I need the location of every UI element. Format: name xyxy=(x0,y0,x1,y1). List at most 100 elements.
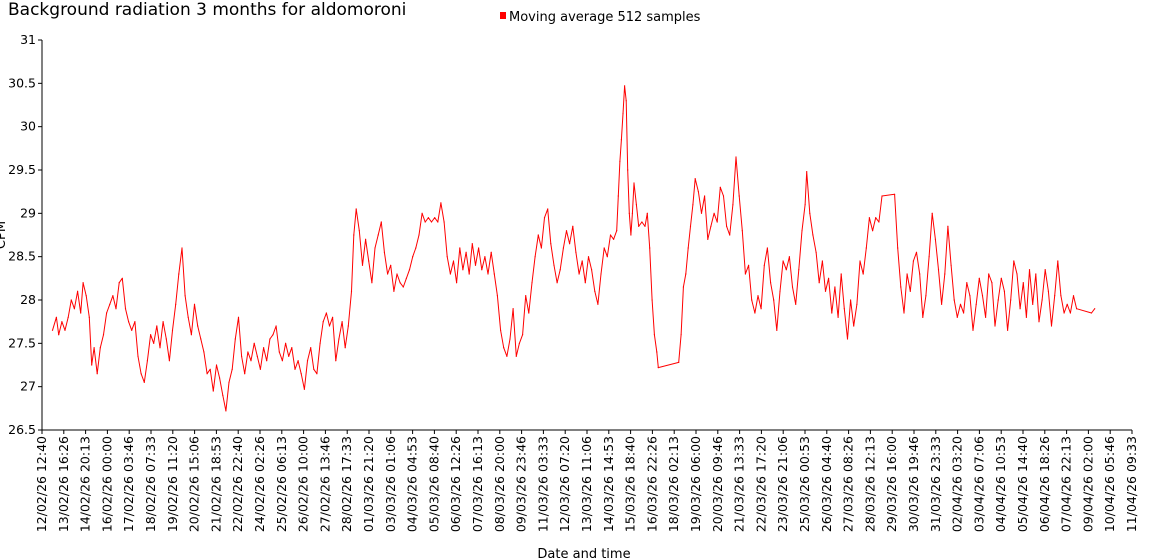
series-point xyxy=(856,303,858,305)
series-point xyxy=(322,321,324,323)
series-line xyxy=(52,85,1096,412)
series-point xyxy=(809,212,811,214)
x-tick-label: 27/02/26 13:46 xyxy=(317,436,332,532)
series-point xyxy=(981,295,984,297)
series-point xyxy=(776,329,778,331)
series-point xyxy=(150,334,152,336)
series-point xyxy=(556,282,558,284)
series-point xyxy=(646,212,648,214)
series-point xyxy=(1060,295,1062,297)
series-point xyxy=(1090,312,1093,314)
series-point xyxy=(872,230,874,232)
series-point xyxy=(1038,321,1040,323)
series-point xyxy=(525,295,527,297)
series-point xyxy=(616,230,618,232)
series-point xyxy=(162,321,164,323)
series-point xyxy=(402,286,404,288)
series-point xyxy=(931,212,933,214)
series-point xyxy=(465,251,467,253)
series-point xyxy=(628,212,630,214)
series-point xyxy=(591,269,593,271)
series-point xyxy=(770,282,772,284)
series-point xyxy=(459,247,461,249)
series-point xyxy=(115,308,117,310)
series-point xyxy=(915,251,918,253)
series-point xyxy=(824,290,827,292)
x-tick-label: 11/04/26 09:33 xyxy=(1124,436,1139,532)
series-point xyxy=(716,221,718,223)
series-point xyxy=(975,303,977,305)
series-point xyxy=(383,251,385,253)
series-point xyxy=(934,238,937,240)
series-point xyxy=(368,260,370,262)
series-point xyxy=(1028,269,1031,271)
series-point xyxy=(484,256,486,258)
series-point xyxy=(584,282,586,284)
series-point xyxy=(653,334,656,336)
x-tick-label: 18/02/26 07:33 xyxy=(143,436,158,532)
x-tick-label: 27/03/26 08:26 xyxy=(841,436,856,532)
series-point xyxy=(846,338,849,340)
x-tick-label: 02/04/26 03:20 xyxy=(950,436,965,532)
series-point xyxy=(338,338,340,340)
series-point xyxy=(269,338,271,340)
series-point xyxy=(1063,312,1065,314)
series-point xyxy=(288,355,290,357)
series-point xyxy=(244,373,246,375)
series-point xyxy=(468,273,470,275)
series-point xyxy=(782,260,784,262)
series-point xyxy=(259,368,261,370)
series-point xyxy=(272,334,274,336)
series-point xyxy=(821,260,824,262)
series-point xyxy=(633,182,635,184)
series-point xyxy=(313,368,315,370)
x-tick-label: 05/04/26 14:40 xyxy=(1015,436,1030,532)
series-point xyxy=(972,329,974,331)
series-point xyxy=(620,139,623,141)
x-tick-label: 04/04/26 10:53 xyxy=(993,436,1008,532)
series-point xyxy=(55,316,58,318)
series-point xyxy=(953,299,955,301)
series-point xyxy=(515,355,517,357)
series-point xyxy=(462,269,464,271)
series-point xyxy=(452,260,455,262)
x-tick-label: 23/03/26 21:06 xyxy=(775,436,790,532)
series-point xyxy=(106,312,108,314)
series-point xyxy=(812,234,814,236)
series-point xyxy=(815,251,817,253)
x-tick-label: 12/02/26 12:40 xyxy=(34,436,49,532)
series-point xyxy=(565,230,568,232)
x-tick-label: 19/03/26 06:00 xyxy=(688,436,703,532)
series-point xyxy=(575,251,577,253)
series-point xyxy=(443,221,445,223)
x-tick-label: 06/03/26 12:26 xyxy=(448,436,463,532)
x-tick-label: 03/04/26 07:06 xyxy=(971,436,986,532)
series-point xyxy=(798,269,800,271)
x-tick-label: 14/03/26 14:53 xyxy=(601,436,616,532)
series-point xyxy=(380,221,382,223)
series-point xyxy=(128,321,130,323)
series-point xyxy=(682,286,685,288)
series-point xyxy=(881,195,883,197)
x-tick-label: 25/03/26 00:53 xyxy=(797,436,812,532)
series-point xyxy=(638,225,640,227)
series-point xyxy=(779,290,781,292)
series-point xyxy=(697,191,700,193)
series-point xyxy=(572,225,574,227)
series-point xyxy=(493,273,495,275)
series-point xyxy=(222,394,224,396)
series-point xyxy=(578,273,580,275)
series-point xyxy=(859,260,861,262)
y-tick-label: 28 xyxy=(20,292,36,307)
series-point xyxy=(496,295,498,297)
series-point xyxy=(997,299,999,301)
series-point xyxy=(689,225,692,227)
series-point xyxy=(500,329,502,331)
series-point xyxy=(134,321,136,323)
series-point xyxy=(937,269,940,271)
x-tick-label: 20/02/26 15:06 xyxy=(187,436,202,532)
y-tick-label: 29.5 xyxy=(8,162,36,177)
legend-swatch xyxy=(500,12,506,19)
series-point xyxy=(850,299,852,301)
